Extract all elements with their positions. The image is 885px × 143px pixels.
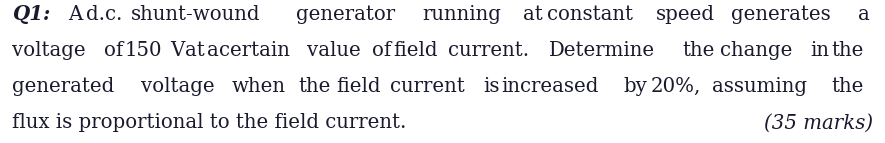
Text: a: a bbox=[858, 5, 869, 24]
Text: current: current bbox=[390, 77, 466, 96]
Text: by: by bbox=[623, 77, 647, 96]
Text: value: value bbox=[306, 41, 360, 60]
Text: 150: 150 bbox=[125, 41, 163, 60]
Text: Determine: Determine bbox=[549, 41, 655, 60]
Text: running: running bbox=[423, 5, 502, 24]
Text: Q1:: Q1: bbox=[12, 4, 50, 24]
Text: certain: certain bbox=[219, 41, 289, 60]
Text: the: the bbox=[682, 41, 714, 60]
Text: a: a bbox=[207, 41, 219, 60]
Text: flux is proportional to the field current.: flux is proportional to the field curren… bbox=[12, 113, 406, 132]
Text: generates: generates bbox=[731, 5, 830, 24]
Text: generator: generator bbox=[296, 5, 396, 24]
Text: in: in bbox=[810, 41, 829, 60]
Text: constant: constant bbox=[547, 5, 633, 24]
Text: the: the bbox=[298, 77, 330, 96]
Text: change: change bbox=[720, 41, 793, 60]
Text: at: at bbox=[523, 5, 543, 24]
Text: V: V bbox=[170, 41, 184, 60]
Text: A: A bbox=[68, 5, 83, 24]
Text: of: of bbox=[104, 41, 123, 60]
Text: d.c.: d.c. bbox=[86, 5, 122, 24]
Text: (35 marks): (35 marks) bbox=[764, 113, 873, 132]
Text: of: of bbox=[373, 41, 391, 60]
Text: generated: generated bbox=[12, 77, 114, 96]
Text: increased: increased bbox=[501, 77, 598, 96]
Text: the: the bbox=[831, 77, 864, 96]
Text: voltage: voltage bbox=[141, 77, 214, 96]
Text: at: at bbox=[185, 41, 204, 60]
Text: shunt-wound: shunt-wound bbox=[131, 5, 260, 24]
Text: field: field bbox=[394, 41, 438, 60]
Text: current.: current. bbox=[448, 41, 528, 60]
Text: speed: speed bbox=[656, 5, 715, 24]
Text: is: is bbox=[483, 77, 500, 96]
Text: when: when bbox=[232, 77, 286, 96]
Text: voltage: voltage bbox=[12, 41, 86, 60]
Text: the: the bbox=[831, 41, 864, 60]
Text: field: field bbox=[336, 77, 381, 96]
Text: assuming: assuming bbox=[712, 77, 807, 96]
Text: 20%,: 20%, bbox=[650, 77, 701, 96]
